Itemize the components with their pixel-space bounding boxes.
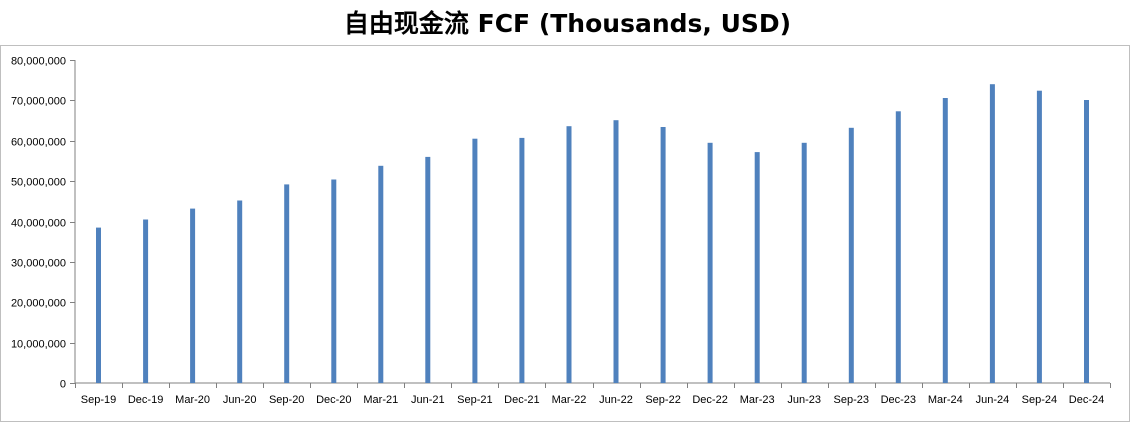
bar-sep-24 [1036, 90, 1042, 383]
x-tick-label: Sep-22 [645, 394, 680, 406]
y-tick-label: 10,000,000 [11, 339, 66, 351]
bar-sep-20 [284, 184, 290, 383]
bar-mar-23 [754, 152, 760, 383]
chart-border [0, 45, 1130, 422]
y-tick-label: 50,000,000 [11, 177, 66, 189]
x-tick-label: Dec-22 [692, 394, 727, 406]
y-tick-label: 60,000,000 [11, 137, 66, 149]
y-tick-label: 70,000,000 [11, 96, 66, 108]
x-tick-label: Mar-20 [175, 394, 210, 406]
y-tick-label: 20,000,000 [11, 298, 66, 310]
bar-mar-22 [566, 126, 572, 383]
x-tick-label: Sep-20 [269, 394, 304, 406]
bar-mar-24 [942, 98, 948, 383]
bar-sep-23 [848, 127, 854, 383]
y-tick-label: 80,000,000 [11, 56, 66, 68]
bar-sep-22 [660, 127, 666, 383]
bar-mar-20 [190, 208, 196, 383]
labels: 0 10,000,000 20,000,000 30,000,000 40,000,00… [11, 56, 1104, 407]
x-tick-label: Jun-24 [976, 394, 1010, 406]
x-tick-label: Jun-21 [411, 394, 445, 406]
x-tick-label: Sep-23 [834, 394, 869, 406]
x-tick-label: Dec-21 [504, 394, 539, 406]
x-tick-label: Sep-24 [1022, 394, 1057, 406]
bar-dec-20 [331, 179, 337, 383]
x-tick-label: Dec-24 [1069, 394, 1104, 406]
bar-dec-24 [1084, 100, 1089, 383]
bar-dec-19 [143, 219, 149, 383]
bar-jun-21 [425, 156, 431, 383]
bar-mar-21 [378, 165, 384, 383]
chart-title: 自由现金流 FCF (Thousands, USD) [343, 9, 792, 38]
bar-jun-20 [237, 200, 243, 383]
bar-dec-22 [707, 142, 713, 383]
x-tick-label: Dec-19 [128, 394, 163, 406]
x-tick-label: Sep-19 [81, 394, 116, 406]
bar-sep-21 [472, 138, 478, 383]
y-tick-label: 40,000,000 [11, 218, 66, 230]
bar-jun-24 [989, 84, 995, 383]
x-tick-label: Mar-21 [363, 394, 398, 406]
x-tick-label: Mar-23 [740, 394, 775, 406]
bars [96, 84, 1089, 384]
bar-jun-23 [801, 142, 807, 383]
bar-dec-23 [895, 111, 901, 384]
x-tick-label: Dec-23 [881, 394, 916, 406]
x-tick-label: Mar-24 [928, 394, 963, 406]
x-tick-label: Dec-20 [316, 394, 351, 406]
x-tick-label: Sep-21 [457, 394, 492, 406]
bar-jun-22 [613, 120, 619, 383]
y-tick-label: 30,000,000 [11, 258, 66, 270]
x-tick-label: Jun-23 [787, 394, 821, 406]
x-tick-label: Jun-20 [223, 394, 257, 406]
x-tick-label: Mar-22 [552, 394, 587, 406]
y-tick-label: 0 [60, 379, 66, 391]
bar-dec-21 [519, 137, 525, 383]
bar-sep-19 [96, 227, 101, 383]
axes [70, 60, 1111, 388]
x-tick-label: Jun-22 [599, 394, 633, 406]
